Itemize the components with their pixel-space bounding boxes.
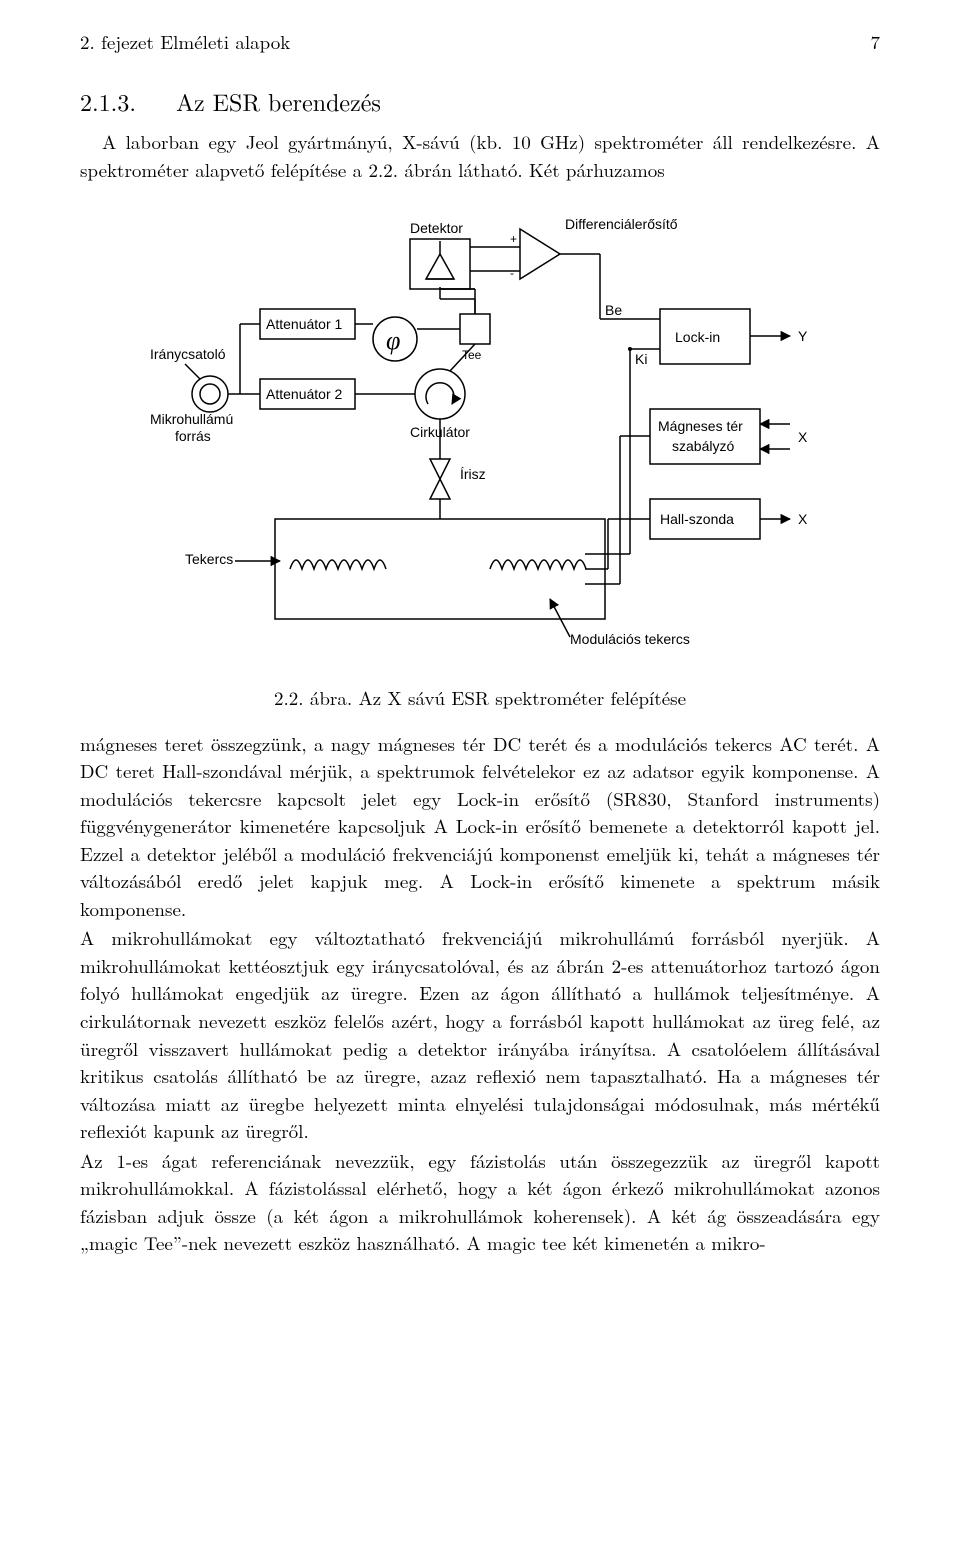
section-heading: 2.1.3. Az ESR berendezés [80, 84, 880, 119]
svg-text:-: - [510, 266, 514, 280]
lbl-coil: Tekercs [185, 551, 233, 567]
lbl-source1: Mikrohullámú [150, 411, 233, 427]
figure-caption: 2.2. ábra. Az X sávú ESR spektrométer fe… [80, 684, 880, 712]
paragraph-3: A mikrohullámokat egy változtatható frek… [80, 924, 880, 1144]
lbl-atten1: Attenuátor 1 [266, 316, 342, 332]
running-title: 2. fejezet Elméleti alapok [80, 28, 290, 56]
lbl-X2: X [798, 511, 808, 527]
lbl-detector: Detektor [410, 220, 463, 236]
paragraph-2: mágneses teret összegzünk, a nagy mágnes… [80, 730, 880, 923]
lbl-iris: Írisz [460, 466, 486, 482]
lbl-be: Be [605, 302, 622, 318]
figure-esr-block-diagram: Differenciálerősítő + - Detektor Attenuá… [80, 199, 880, 676]
lbl-Y: Y [798, 328, 808, 344]
lbl-source2: forrás [175, 428, 211, 444]
lbl-hall: Hall-szonda [660, 511, 734, 527]
lbl-atten2: Attenuátor 2 [266, 386, 342, 402]
paragraph-1: A laborban egy Jeol gyártmányú, X-sávú (… [80, 128, 880, 183]
section-title: Az ESR berendezés [176, 84, 381, 118]
running-head: 2. fejezet Elméleti alapok 7 [80, 28, 880, 56]
lbl-coupler: Iránycsatoló [150, 346, 226, 362]
lbl-phi: φ [386, 326, 400, 355]
paragraph-4: Az 1-es ágat referenciának nevezzük, egy… [80, 1147, 880, 1257]
lbl-ki: Ki [635, 351, 647, 367]
section-number: 2.1.3. [80, 84, 136, 118]
diagram-svg: Differenciálerősítő + - Detektor Attenuá… [130, 199, 830, 669]
lbl-magctrl1: Mágneses tér [658, 418, 743, 434]
lbl-lockin: Lock-in [675, 329, 720, 345]
lbl-X1: X [798, 429, 808, 445]
page: 2. fejezet Elméleti alapok 7 2.1.3. Az E… [0, 0, 960, 1299]
page-number: 7 [870, 28, 880, 56]
lbl-modcoil: Modulációs tekercs [570, 631, 690, 647]
svg-text:+: + [510, 232, 517, 246]
lbl-magctrl2: szabályzó [672, 438, 734, 454]
lbl-diffamp: Differenciálerősítő [565, 216, 678, 232]
